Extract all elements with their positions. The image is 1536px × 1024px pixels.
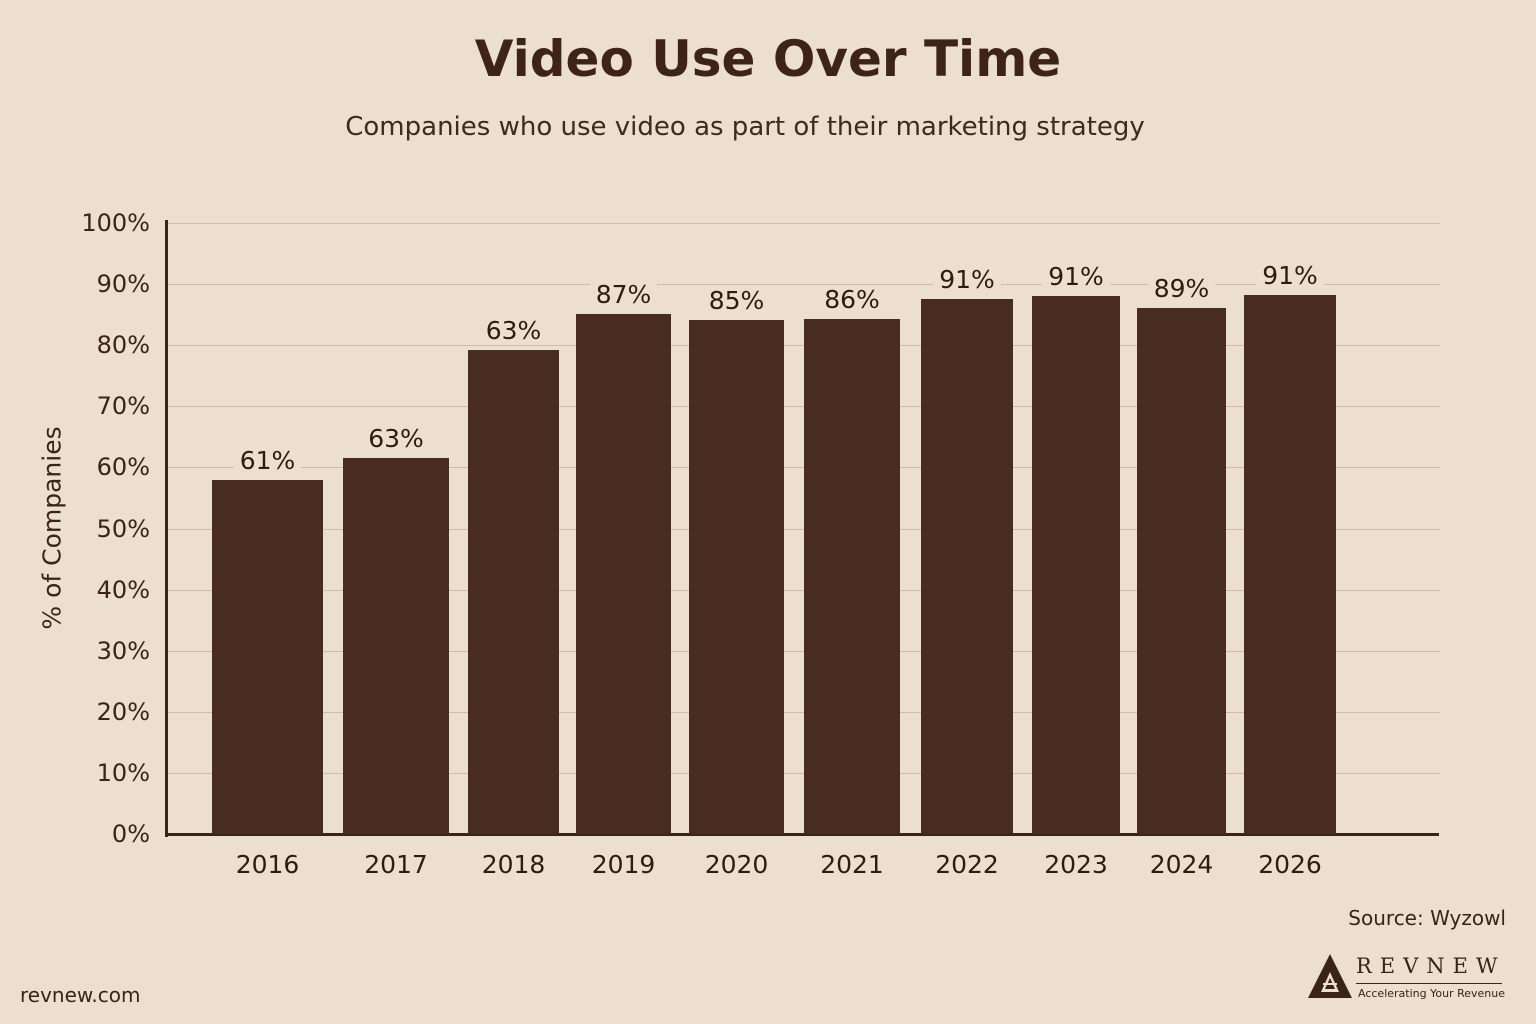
gridline — [165, 650, 1440, 652]
y-tick-label: 60% — [96, 453, 150, 482]
triangle-logo-icon — [1308, 954, 1352, 998]
x-tick-label: 2024 — [1149, 850, 1214, 879]
x-tick-label: 2017 — [364, 850, 428, 879]
bar-value-label: 86% — [818, 284, 886, 314]
x-tick-label: 2026 — [1258, 850, 1322, 879]
gridline — [165, 589, 1440, 591]
gridline — [165, 528, 1440, 530]
y-tick-label: 50% — [96, 514, 150, 543]
gridline — [165, 467, 1440, 469]
gridline — [165, 711, 1440, 713]
bar-2026[interactable] — [1244, 295, 1336, 834]
gridline — [165, 223, 1440, 224]
bar-2022[interactable] — [921, 298, 1013, 834]
bar-value-label: 85% — [702, 286, 771, 316]
y-tick-label: 40% — [96, 575, 150, 604]
bar-2023[interactable] — [1032, 296, 1120, 834]
x-tick-label: 2022 — [935, 850, 999, 879]
bar-value-label: 89% — [1147, 273, 1216, 303]
bar-value-label: 63% — [479, 316, 548, 346]
y-tick-label: 100% — [81, 209, 150, 237]
chart-subtitle: Companies who use video as part of their… — [345, 112, 1145, 142]
x-tick-label: 2020 — [704, 850, 769, 879]
y-tick-label: 20% — [96, 697, 150, 726]
bar-value-label: 87% — [589, 280, 658, 310]
gridline — [165, 406, 1440, 408]
y-tick-label: 0% — [111, 820, 150, 848]
y-tick-label: 30% — [96, 636, 150, 665]
gridline — [165, 284, 1440, 286]
gridline — [165, 345, 1440, 347]
website-link[interactable]: revnew.com — [20, 983, 141, 1007]
y-tick-label: 80% — [96, 331, 150, 360]
bar-2021[interactable] — [804, 318, 900, 834]
bar-2016[interactable] — [212, 480, 323, 834]
y-tick-label: 90% — [96, 270, 150, 299]
gridline — [165, 772, 1440, 774]
bar-2020[interactable] — [689, 320, 784, 834]
x-axis-line — [165, 833, 1439, 836]
bar-value-label: 91% — [1042, 262, 1110, 292]
plot-area — [165, 223, 1440, 835]
bar-2018[interactable] — [468, 350, 559, 834]
x-tick-label: 2018 — [481, 850, 546, 879]
bar-value-label: 61% — [233, 446, 302, 476]
logo-wordmark: REVNEW — [1356, 954, 1506, 978]
logo-divider — [1356, 983, 1502, 984]
y-tick-label: 10% — [96, 758, 150, 787]
bar-2019[interactable] — [576, 314, 671, 834]
x-tick-label: 2019 — [591, 850, 656, 879]
logo-tagline: Accelerating Your Revenue — [1358, 987, 1505, 1000]
source-note: Source: Wyzowl — [1348, 906, 1506, 930]
bar-value-label: 91% — [933, 264, 1001, 294]
revnew-logo: REVNEW Accelerating Your Revenue — [1306, 952, 1506, 1002]
chart-title: Video Use Over Time — [474, 30, 1062, 88]
y-axis-line — [165, 220, 168, 837]
bar-value-label: 63% — [362, 423, 430, 453]
y-tick-label: 70% — [96, 392, 150, 421]
x-tick-label: 2021 — [820, 850, 884, 879]
x-tick-label: 2016 — [235, 850, 300, 879]
bar-value-label: 91% — [1256, 261, 1324, 291]
bar-2024[interactable] — [1137, 307, 1226, 834]
bar-2017[interactable] — [343, 457, 449, 834]
x-tick-label: 2023 — [1044, 850, 1108, 879]
